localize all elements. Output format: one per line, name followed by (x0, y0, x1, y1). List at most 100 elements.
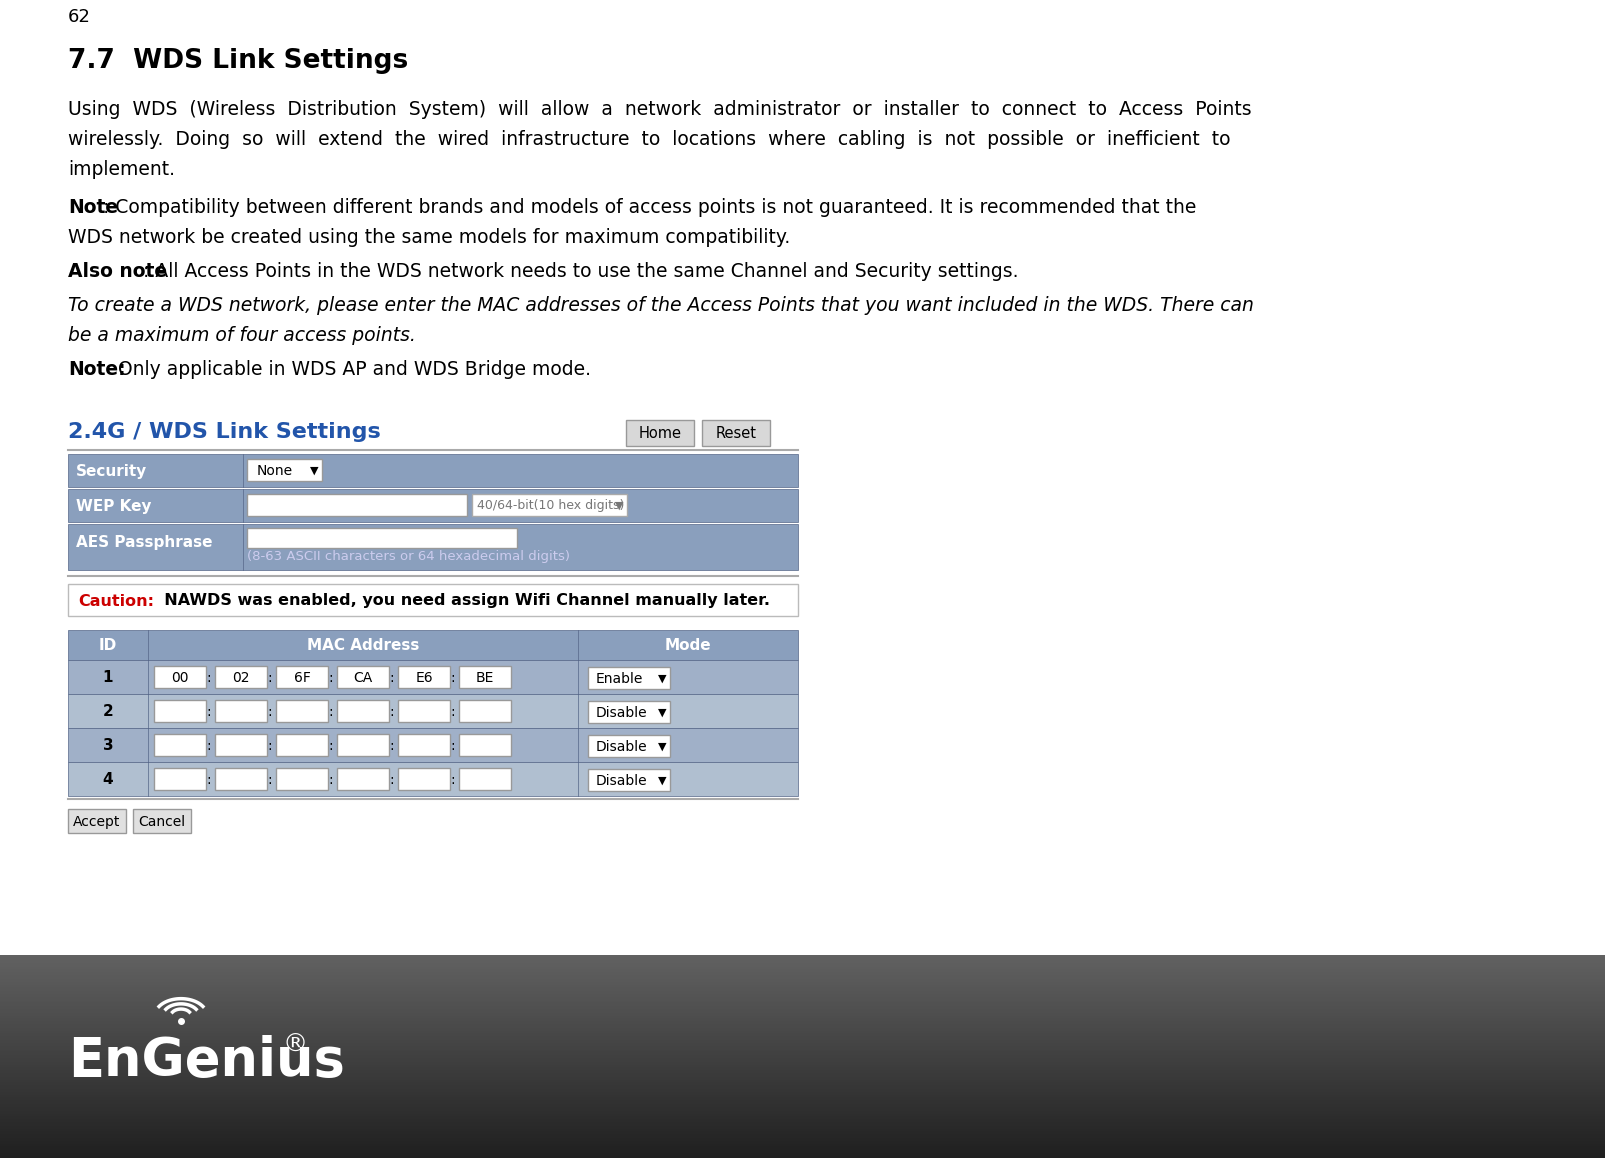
Bar (0, 1063, 1605, 1067)
FancyBboxPatch shape (133, 809, 191, 833)
Bar (0, 1078, 1605, 1082)
FancyBboxPatch shape (154, 734, 205, 756)
Bar (0, 1104, 1605, 1107)
Text: BE: BE (475, 670, 494, 686)
Bar (0, 959, 1605, 961)
Text: 00: 00 (172, 670, 189, 686)
Bar (0, 1012, 1605, 1016)
Bar (0, 1019, 1605, 1023)
FancyBboxPatch shape (398, 699, 449, 721)
Bar (0, 1135, 1605, 1137)
Text: :: : (207, 670, 212, 686)
FancyBboxPatch shape (587, 667, 669, 689)
Bar (0, 1062, 1605, 1064)
FancyBboxPatch shape (276, 699, 327, 721)
FancyBboxPatch shape (459, 734, 510, 756)
Bar (0, 967, 1605, 969)
Bar (0, 1139, 1605, 1142)
Bar (0, 994, 1605, 997)
Text: Mode: Mode (664, 638, 711, 653)
Text: 7.7  WDS Link Settings: 7.7 WDS Link Settings (67, 47, 408, 74)
Text: 6F: 6F (294, 670, 310, 686)
Bar (0, 1148, 1605, 1151)
Text: 4: 4 (103, 772, 114, 787)
FancyBboxPatch shape (215, 666, 266, 688)
FancyBboxPatch shape (154, 699, 205, 721)
FancyBboxPatch shape (67, 694, 798, 728)
Text: EnGenius: EnGenius (67, 1034, 345, 1086)
Bar (0, 1122, 1605, 1126)
Text: :: : (268, 705, 273, 719)
Bar (0, 997, 1605, 1001)
FancyBboxPatch shape (337, 768, 388, 790)
FancyBboxPatch shape (154, 666, 205, 688)
FancyBboxPatch shape (67, 525, 798, 570)
Bar (0, 1115, 1605, 1119)
Text: 40/64-bit(10 hex digits): 40/64-bit(10 hex digits) (477, 499, 624, 513)
FancyBboxPatch shape (587, 769, 669, 791)
Text: Reset: Reset (716, 426, 756, 441)
Bar (0, 1107, 1605, 1109)
Bar (0, 1102, 1605, 1105)
Bar (0, 1009, 1605, 1012)
Bar (0, 1075, 1605, 1078)
FancyBboxPatch shape (459, 699, 510, 721)
Text: WDS network be created using the same models for maximum compatibility.: WDS network be created using the same mo… (67, 228, 790, 247)
Bar (0, 1060, 1605, 1063)
Bar (0, 996, 1605, 998)
Text: ▼: ▼ (658, 776, 666, 786)
Text: :: : (207, 774, 212, 787)
Bar (0, 1011, 1605, 1013)
Bar (0, 1082, 1605, 1085)
Text: 2: 2 (103, 704, 114, 719)
Bar (0, 985, 1605, 988)
Text: (8-63 ASCII characters or 64 hexadecimal digits): (8-63 ASCII characters or 64 hexadecimal… (247, 550, 570, 563)
Text: :: : (390, 739, 395, 753)
Bar (0, 968, 1605, 972)
Bar (0, 1028, 1605, 1031)
FancyBboxPatch shape (459, 666, 510, 688)
Text: Note:: Note: (67, 360, 125, 379)
Text: ▼: ▼ (310, 466, 318, 476)
Bar (0, 1124, 1605, 1127)
FancyBboxPatch shape (276, 768, 327, 790)
Bar (0, 990, 1605, 994)
Bar (0, 1093, 1605, 1097)
Bar (0, 1069, 1605, 1071)
Bar (0, 989, 1605, 991)
FancyBboxPatch shape (626, 420, 693, 446)
Bar (0, 1153, 1605, 1156)
Text: 2.4G / WDS Link Settings: 2.4G / WDS Link Settings (67, 422, 380, 442)
Text: ▼: ▼ (658, 742, 666, 752)
Text: :: : (451, 774, 456, 787)
Bar (0, 1040, 1605, 1042)
Text: NAWDS was enabled, you need assign Wifi Channel manually later.: NAWDS was enabled, you need assign Wifi … (152, 594, 770, 608)
Bar (0, 1050, 1605, 1053)
Text: Home: Home (639, 426, 682, 441)
Bar (0, 1109, 1605, 1112)
Text: Caution:: Caution: (79, 594, 154, 608)
Text: Note: Note (67, 198, 119, 217)
Text: :: : (451, 739, 456, 753)
FancyBboxPatch shape (247, 459, 323, 481)
FancyBboxPatch shape (67, 660, 798, 694)
Bar (0, 1128, 1605, 1130)
Bar (0, 1146, 1605, 1149)
Text: : Compatibility between different brands and models of access points is not guar: : Compatibility between different brands… (103, 198, 1196, 217)
Text: Disable: Disable (595, 706, 648, 720)
Bar (0, 1033, 1605, 1035)
Bar (0, 999, 1605, 1002)
Text: :: : (268, 774, 273, 787)
Bar (0, 982, 1605, 984)
Bar (0, 1006, 1605, 1009)
Text: :: : (329, 739, 334, 753)
Bar (0, 1144, 1605, 1148)
Bar (0, 1095, 1605, 1098)
Text: To create a WDS network, please enter the MAC addresses of the Access Points tha: To create a WDS network, please enter th… (67, 296, 1254, 315)
FancyBboxPatch shape (67, 809, 127, 833)
Text: 1: 1 (103, 670, 114, 686)
FancyBboxPatch shape (67, 728, 798, 762)
Bar (0, 1129, 1605, 1131)
Bar (0, 1047, 1605, 1049)
Bar (0, 1087, 1605, 1090)
